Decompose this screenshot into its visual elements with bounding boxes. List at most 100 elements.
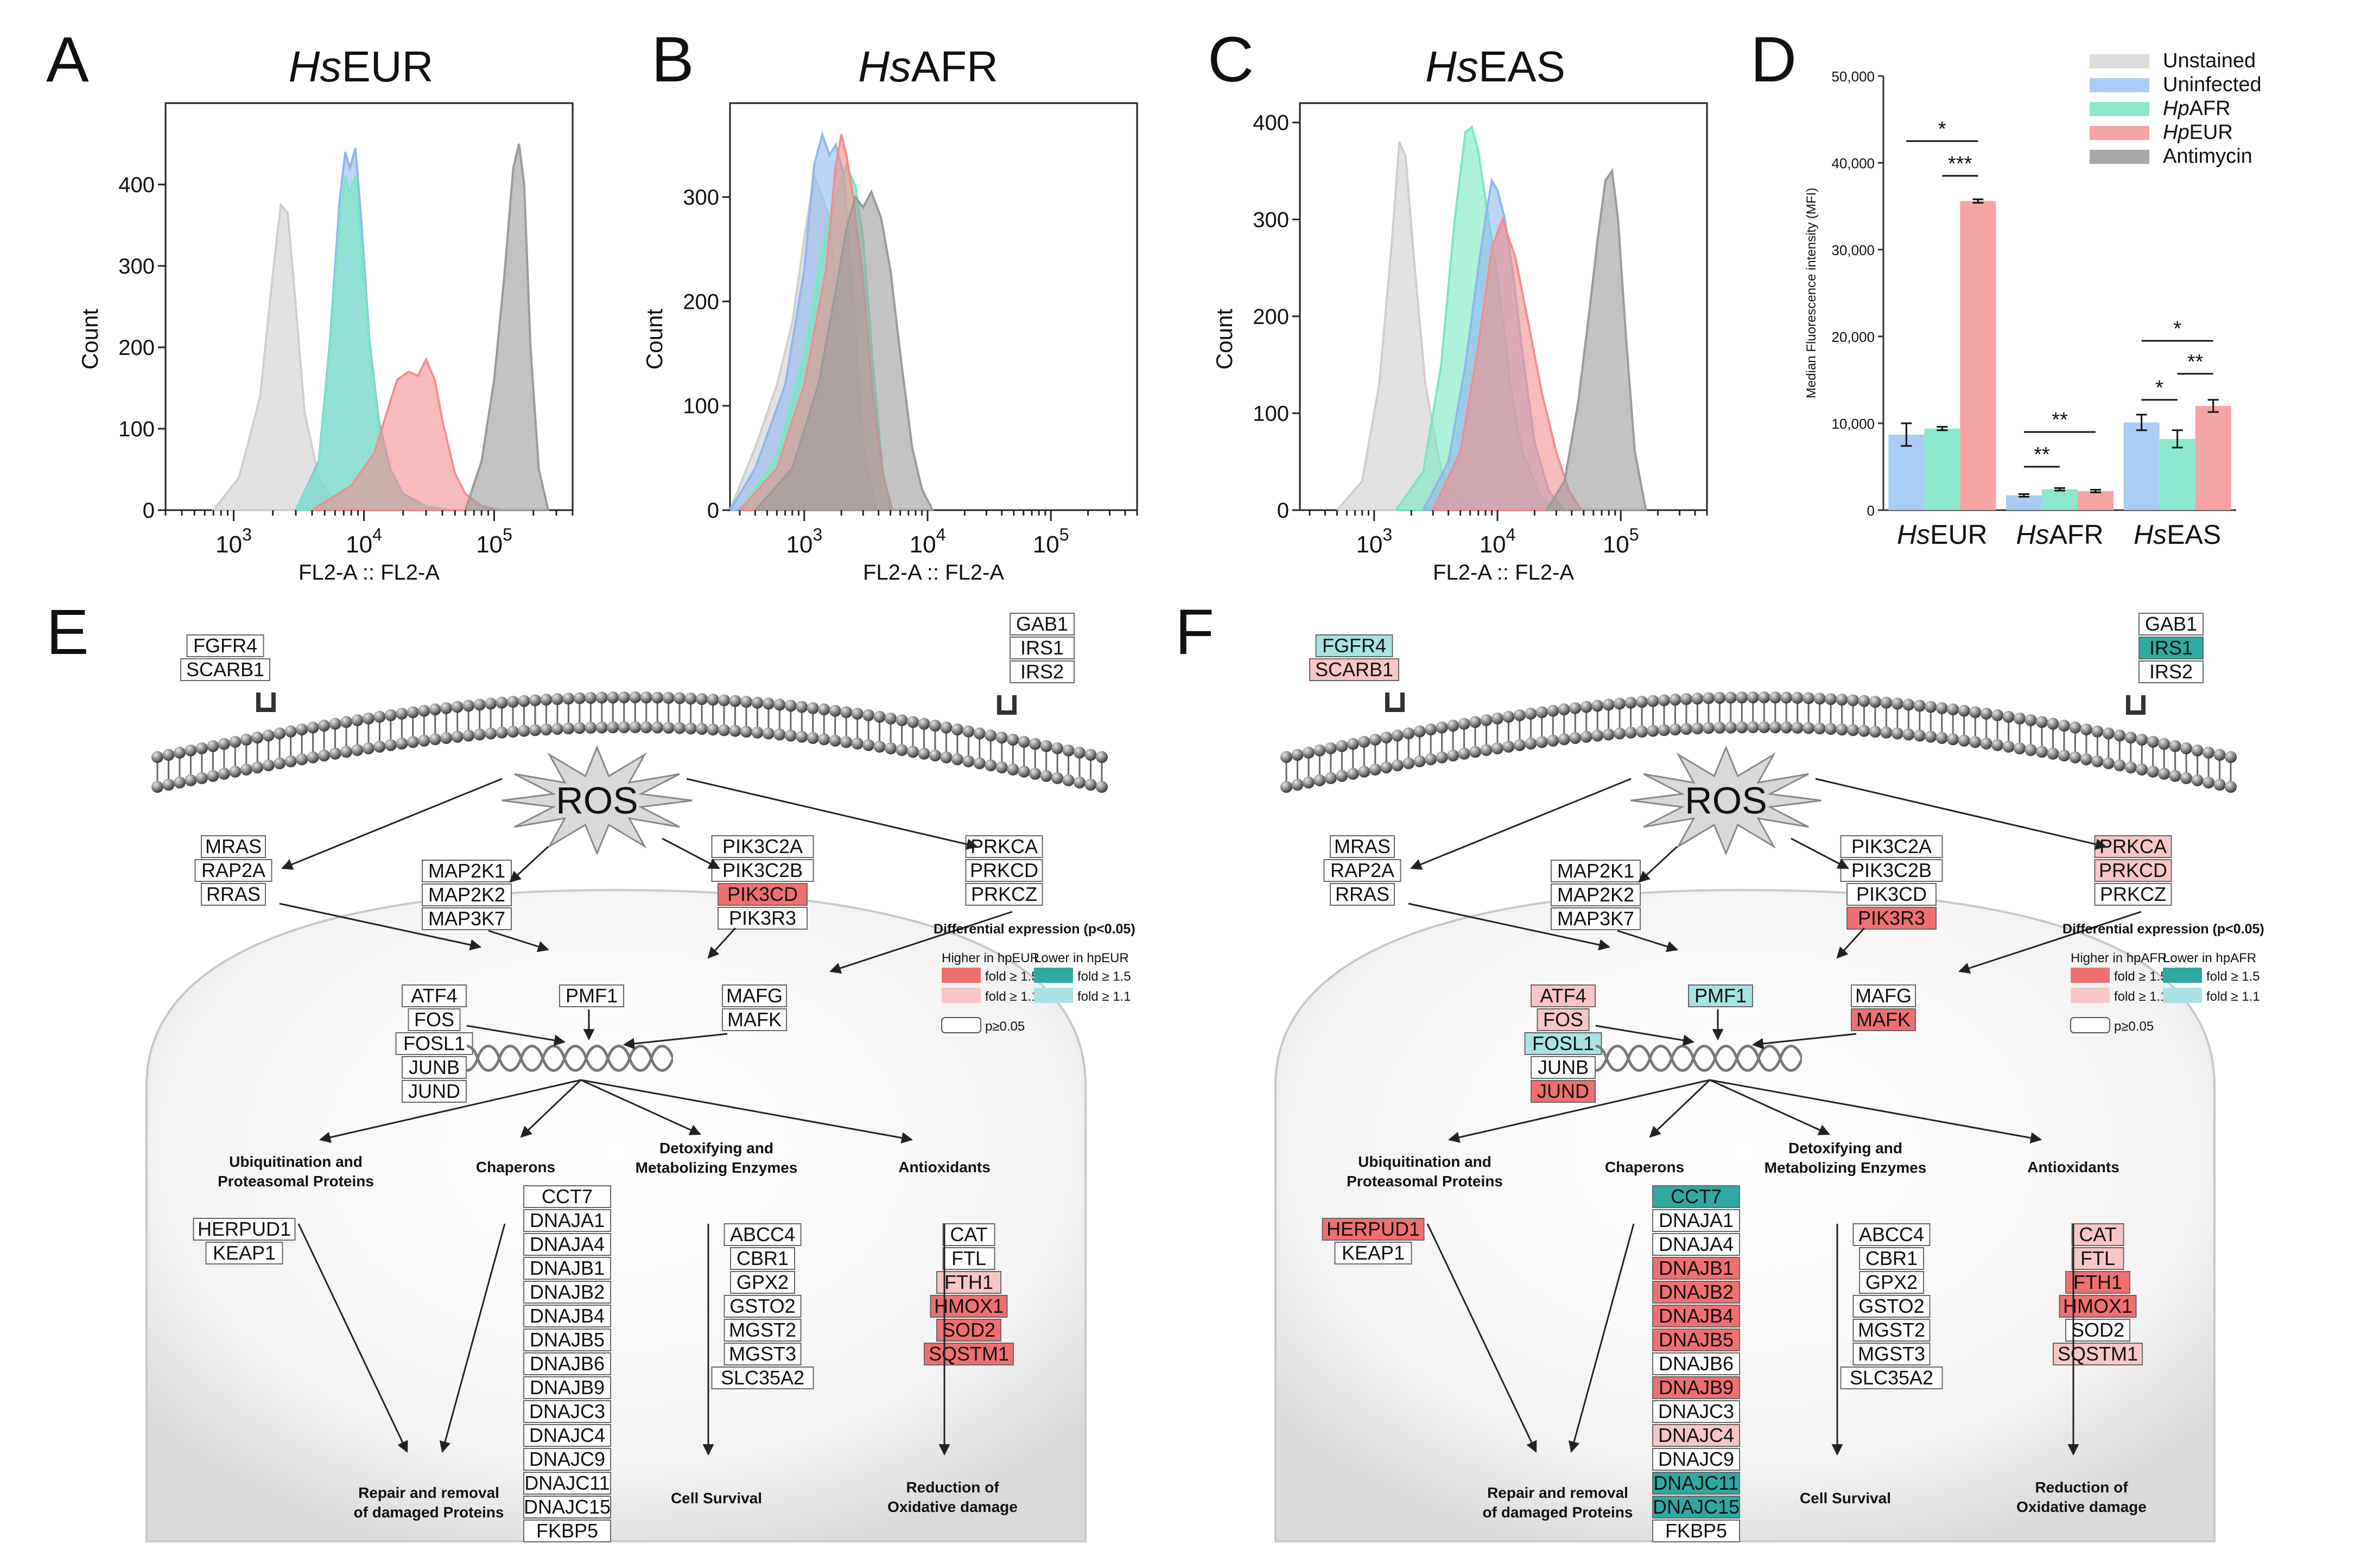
lipid-head (1324, 742, 1337, 754)
lipid-head (1658, 694, 1670, 707)
x-tick-label: 104 (346, 525, 382, 558)
lipid-head (396, 738, 408, 750)
chap-gene-box (523, 1496, 611, 1518)
anti-gene-box (2053, 1343, 2143, 1365)
anti-gene-label: FTL (2080, 1247, 2115, 1269)
y-tick-label: 200 (1253, 305, 1289, 329)
pi3k-gene-label: PIK3CD (1856, 883, 1927, 905)
chap-gene-label: CCT7 (542, 1185, 593, 1208)
lipid-head (518, 695, 530, 707)
lipid-head (284, 725, 297, 738)
significance-label: ** (2034, 443, 2050, 466)
category-title: Ubiquitination and (229, 1153, 363, 1170)
lipid-head (585, 691, 597, 704)
lipid-head (407, 706, 419, 719)
pkc-gene-label: PRKCA (2099, 835, 2167, 857)
legend-fold-label: fold ≥ 1.1 (985, 989, 1039, 1004)
legend-swatch (2163, 968, 2202, 983)
lipid-head (674, 722, 686, 734)
lipid-head (418, 704, 430, 717)
chap-gene-label: DNAJB1 (530, 1257, 605, 1279)
pathway-arrow (488, 930, 550, 952)
lipid-head (2080, 723, 2092, 736)
legend-fold-label: fold ≥ 1.1 (1077, 989, 1131, 1004)
receptor-right-gene-box (2138, 613, 2204, 635)
tf-left-gene-label: JUNB (1538, 1056, 1589, 1078)
lipid-head (507, 726, 519, 738)
pi3k-gene-box (1846, 883, 1937, 906)
lipid-head (1302, 746, 1315, 759)
legend-fold-label: fold ≥ 1.5 (1077, 969, 1131, 984)
lipid-head (1591, 700, 1604, 712)
y-axis-label: Median Fluorescence intensity (MFI) (1804, 188, 1819, 398)
pi3k-gene-box (1840, 859, 1943, 882)
tf-left-gene-label: FOSL1 (403, 1032, 465, 1054)
lipid-head (762, 697, 775, 710)
legend-swatch (2071, 968, 2110, 983)
lipid-head (1313, 774, 1326, 786)
lipid-head (1813, 722, 1826, 735)
lipid-head (1636, 726, 1648, 738)
lipid-head (1569, 702, 1582, 714)
pathway-arrow (279, 903, 482, 951)
lipid-head (473, 698, 486, 711)
lipid-head (807, 702, 819, 714)
lipid-head (473, 728, 486, 741)
bar-hpeur (1960, 201, 1996, 510)
ras-gene-box (201, 835, 266, 858)
chap-gene-box (523, 1281, 611, 1304)
lipid-head (1029, 767, 1042, 780)
pathway-arrow (466, 1025, 566, 1046)
tf-left-gene-box (395, 1032, 473, 1055)
lipid-head (362, 742, 375, 754)
lipid-head (2102, 757, 2115, 770)
legend-swatch (2071, 988, 2110, 1003)
tf-mid-gene-box (559, 984, 624, 1007)
detox-gene-box (723, 1295, 802, 1318)
detox-gene-label: ABCC4 (1859, 1223, 1924, 1245)
lipid-head (951, 753, 963, 766)
outcome-title: Oxidative damage (887, 1498, 1018, 1515)
y-tick-label: 10,000 (1831, 416, 1875, 432)
lipid-head (1413, 725, 1426, 738)
tf-right-gene-box (722, 984, 787, 1007)
lipid-head (485, 697, 497, 710)
category-title: Proteasomal Proteins (218, 1173, 374, 1190)
lipid-head (885, 742, 897, 754)
lipid-head (462, 729, 475, 742)
lipid-head (1062, 744, 1075, 757)
lipid-head (940, 721, 953, 734)
anti-gene-box (2065, 1319, 2130, 1342)
lipid-head (1447, 720, 1459, 732)
chap-gene-label: DNAJC11 (1653, 1472, 1738, 1494)
category-title: Chaperons (476, 1159, 555, 1175)
panel-letter: D (1750, 24, 1797, 96)
lipid-head (618, 691, 630, 704)
chap-gene-box (1652, 1400, 1740, 1423)
chap-gene-box (1652, 1185, 1740, 1208)
detox-gene-box (730, 1247, 795, 1270)
pathway-arrow (439, 1223, 506, 1453)
lipid-head (2191, 774, 2204, 786)
mapk-gene-box (1551, 884, 1641, 906)
category-title: Detoxifying and (659, 1140, 773, 1156)
anti-gene-label: FTL (951, 1247, 986, 1269)
lipid-head (1636, 696, 1648, 708)
y-tick-label: 100 (118, 417, 155, 441)
y-tick-label: 400 (1253, 111, 1289, 135)
category-title: Metabolizing Enzymes (1765, 1159, 1927, 1176)
chap-gene-box (523, 1257, 611, 1280)
panel-letter: A (46, 24, 89, 96)
receptor-right-gene-label: IRS1 (1020, 637, 1064, 659)
anti-gene-box (936, 1271, 1001, 1294)
pathway-arrow (520, 1079, 582, 1138)
pi3k-gene-box (1846, 907, 1937, 930)
chap-gene-label: DNAJC15 (1653, 1496, 1740, 1518)
category-title: Metabolizing Enzymes (636, 1159, 798, 1176)
lipid-head (1380, 732, 1393, 744)
lipid-head (1724, 721, 1737, 734)
detox-gene-box (1852, 1223, 1931, 1246)
receptor-right-gene-box (1010, 660, 1075, 683)
lipid-head (1736, 721, 1748, 734)
pathway-arrow (1617, 930, 1679, 952)
